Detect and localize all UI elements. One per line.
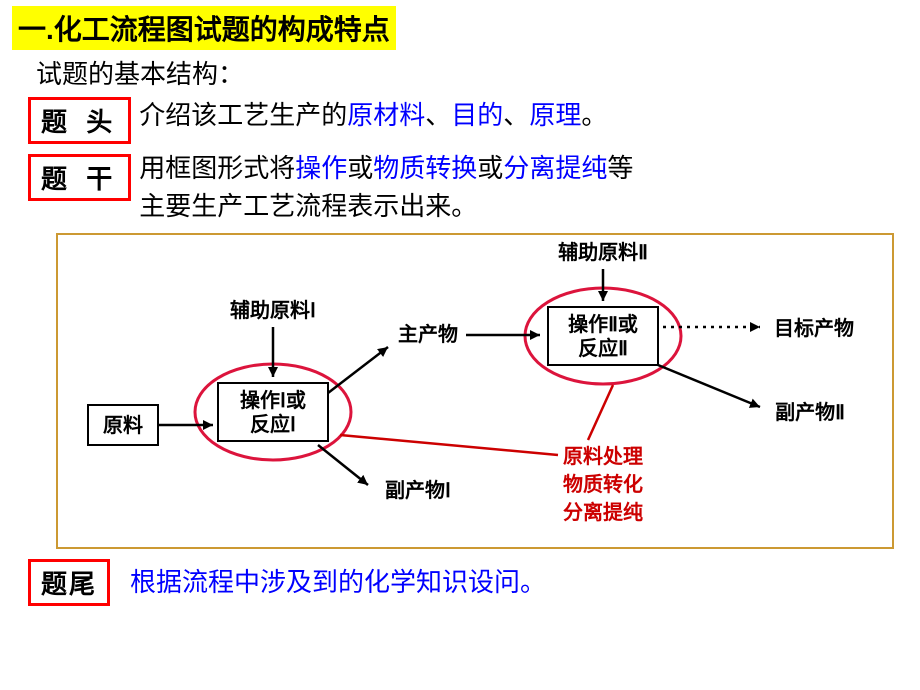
callout-l1: 原料处理 — [563, 444, 643, 468]
body-mid2: 或 — [477, 153, 503, 183]
head-sep1: 、 — [425, 100, 451, 130]
head-kw3: 原理 — [529, 100, 581, 130]
aux1-label: 辅助原料Ⅰ — [230, 298, 316, 322]
body-kw3: 分离提纯 — [503, 153, 607, 183]
section-head-label: 题 头 — [28, 97, 131, 144]
section-foot-label: 题尾 — [28, 559, 110, 606]
node-op1-l2: 反应Ⅰ — [250, 412, 296, 436]
by2-label: 副产物Ⅱ — [775, 400, 845, 424]
node-raw-label: 原料 — [103, 414, 143, 437]
section-head-text: 介绍该工艺生产的原材料、目的、原理。 — [139, 97, 607, 135]
by1-label: 副产物Ⅰ — [385, 478, 451, 502]
callout-line2 — [588, 385, 613, 440]
arrow-op1-by1 — [318, 445, 368, 485]
section-head-row: 题 头 介绍该工艺生产的原材料、目的、原理。 — [28, 97, 920, 144]
body-kw2: 物质转换 — [373, 153, 477, 183]
node-op1-l1: 操作Ⅰ或 — [240, 388, 306, 412]
body-tail1: 等 — [607, 153, 633, 183]
arrow-op1-main — [328, 347, 388, 393]
body-mid1: 或 — [347, 153, 373, 183]
flow-diagram: 原料 操作Ⅰ或 反应Ⅰ 操作Ⅱ或 反应Ⅱ 辅助原料Ⅰ 辅助原料Ⅱ 主产物 副产物… — [56, 233, 894, 549]
diagram-svg: 原料 操作Ⅰ或 反应Ⅰ 操作Ⅱ或 反应Ⅱ 辅助原料Ⅰ 辅助原料Ⅱ 主产物 副产物… — [58, 235, 892, 547]
section-foot-text: 根据流程中涉及到的化学知识设问。 — [130, 564, 546, 602]
head-sep2: 、 — [503, 100, 529, 130]
section-body-label: 题 干 — [28, 154, 131, 201]
section-body-row: 题 干 用框图形式将操作或物质转换或分离提纯等 主要生产工艺流程表示出来。 — [28, 150, 920, 225]
body-pre: 用框图形式将 — [139, 153, 295, 183]
callout-l3: 分离提纯 — [563, 500, 643, 524]
head-kw2: 目的 — [451, 100, 503, 130]
node-op2-l2: 反应Ⅱ — [578, 336, 628, 360]
node-op2-l1: 操作Ⅱ或 — [568, 312, 638, 336]
section-body-text: 用框图形式将操作或物质转换或分离提纯等 主要生产工艺流程表示出来。 — [139, 150, 633, 225]
target-label: 目标产物 — [774, 316, 854, 340]
section-foot-row: 题尾 根据流程中涉及到的化学知识设问。 — [28, 559, 920, 606]
body-line2: 主要生产工艺流程表示出来。 — [139, 191, 477, 221]
callout-l2: 物质转化 — [563, 472, 643, 496]
head-kw1: 原材料 — [347, 100, 425, 130]
subtitle: 试题的基本结构： — [36, 54, 920, 91]
page-title: 一.化工流程图试题的构成特点 — [12, 6, 396, 50]
head-pre: 介绍该工艺生产的 — [139, 100, 347, 130]
head-tail: 。 — [581, 100, 607, 130]
aux2-label: 辅助原料Ⅱ — [558, 240, 648, 264]
callout-line1 — [340, 435, 558, 455]
mainprod-label: 主产物 — [398, 322, 458, 346]
body-kw1: 操作 — [295, 153, 347, 183]
arrow-op2-by2 — [658, 365, 760, 407]
